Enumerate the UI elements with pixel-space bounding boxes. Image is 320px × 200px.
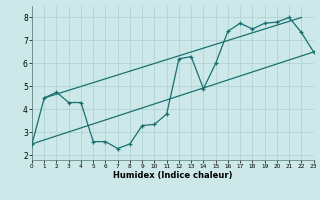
X-axis label: Humidex (Indice chaleur): Humidex (Indice chaleur) (113, 171, 233, 180)
